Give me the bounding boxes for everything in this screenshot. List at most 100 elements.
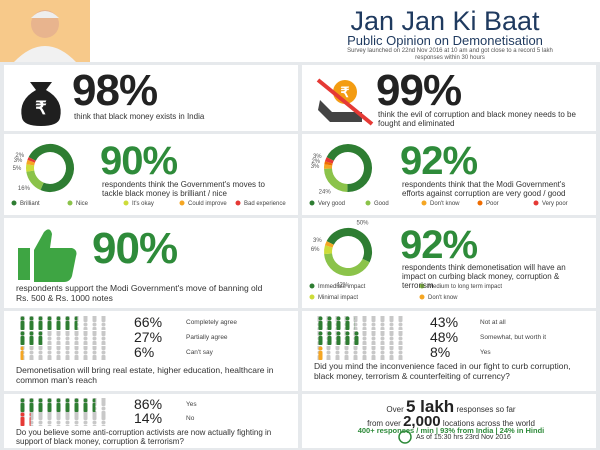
segment-label: 6% (311, 247, 320, 253)
money-bag-icon (21, 82, 61, 126)
donut-headline: 90% (100, 139, 178, 183)
donut-segment (326, 144, 372, 192)
legend-label: Medium to long term impact (428, 284, 502, 290)
stat-text: think that black money exists in India (74, 112, 205, 121)
poll-percent: 27% (134, 329, 163, 345)
donut-segment (324, 241, 334, 248)
rupee-icon: ₹ (341, 84, 350, 100)
panel (302, 394, 596, 448)
legend-dot (309, 294, 315, 300)
donut-text: respondents think demonetisation will ha… (402, 263, 566, 291)
donut-segment (324, 245, 333, 255)
donut-segment (324, 157, 334, 164)
poll-question: Demonetisation will bring real estate, h… (16, 365, 274, 385)
legend-label: Could improve (188, 201, 227, 207)
poll-option: Yes (186, 401, 197, 408)
poll-option: Partially agree (186, 334, 228, 341)
donut-segment (26, 170, 44, 191)
people-icons (316, 316, 355, 330)
app-icon (398, 430, 412, 444)
stat-value: 99% (376, 66, 462, 115)
support-value: 90% (92, 224, 178, 273)
donut-segment (27, 157, 36, 163)
legend-label: Bad experience (244, 201, 286, 207)
legend-label: Minimal impact (318, 295, 358, 301)
legend-label: Very poor (542, 201, 568, 207)
segment-label: 3% (313, 238, 322, 244)
thumbs-up-icon (18, 229, 77, 282)
photo-hair (31, 11, 59, 18)
summary-text: Over (386, 405, 404, 414)
donut-segment (324, 168, 348, 192)
poll-percent: 6% (134, 344, 155, 360)
summary-big: 5 lakh (406, 397, 455, 416)
title: Jan Jan Ki Baat (350, 6, 540, 36)
poll-percent: 86% (134, 396, 163, 412)
poll-percent: 14% (134, 410, 163, 426)
people-icons (18, 398, 96, 412)
poll-percent: 8% (430, 344, 451, 360)
poll-option: Completely agree (186, 319, 237, 326)
photo-body (14, 46, 76, 62)
hand-icon (318, 100, 362, 122)
legend-dot (67, 200, 73, 206)
segment-label: 16% (18, 186, 31, 192)
legend-dot (477, 200, 483, 206)
people-icons-bg (316, 346, 406, 360)
donut-text: respondents think that the Modi Governme… (402, 180, 566, 199)
people-icons (18, 412, 31, 426)
people-icons (18, 316, 78, 330)
legend-label: Brilliant (20, 201, 40, 207)
summary-text: responses so far (456, 405, 516, 414)
segment-label: 50% (357, 220, 370, 226)
summary-text: from over (367, 419, 401, 428)
people-icons (18, 346, 24, 360)
strike-icon (316, 78, 374, 126)
people-icons (18, 331, 43, 345)
legend-label: It's okay (132, 201, 154, 207)
header-panel (0, 0, 600, 62)
summary-footer: As of 15:30 hrs 23rd Nov 2016 (416, 434, 511, 441)
rupee-icon: ₹ (35, 98, 47, 118)
legend-dot (179, 200, 185, 206)
donut-segment (324, 253, 370, 276)
donut-headline: 92% (400, 139, 478, 183)
legend-dot (235, 200, 241, 206)
summary-big: 2,000 (403, 413, 441, 430)
poll-option: Not at all (480, 319, 506, 326)
poll-percent: 43% (430, 314, 459, 330)
legend-dot (123, 200, 129, 206)
legend-dot (419, 283, 425, 289)
legend-dot (309, 283, 315, 289)
poll-question: Did you mind the inconvenience faced in … (314, 361, 571, 381)
segment-label: 2% (15, 153, 24, 159)
summary-text: locations across the world (442, 419, 535, 428)
people-icons (316, 346, 324, 360)
legend-dot (309, 200, 315, 206)
support-text: respondents support the Modi Government'… (16, 283, 263, 303)
segment-label: 3% (313, 154, 322, 160)
poll-option: Yes (480, 349, 491, 356)
subtitle: Public Opinion on Demonetisation (347, 33, 543, 48)
poll-percent: 48% (430, 329, 459, 345)
segment-label: 5% (13, 166, 22, 172)
segment-label: 42% (336, 282, 349, 288)
segment-label: 3% (14, 158, 23, 164)
legend-dot (11, 200, 17, 206)
segment-label: 3% (311, 164, 320, 170)
donut-segment (28, 144, 74, 192)
legend-dot (421, 200, 427, 206)
legend-label: Nice (76, 201, 89, 207)
legend-label: Immediate impact (318, 284, 366, 290)
legend-label: Don't know (428, 295, 458, 301)
legend-label: Poor (486, 201, 499, 207)
summary-line: from over 2,000 locations across the wor… (306, 413, 596, 430)
poll-question: Do you believe some anti-corruption acti… (16, 428, 272, 447)
donut-segment (326, 228, 372, 263)
poll-option: Can't say (186, 349, 213, 356)
donut-segment (26, 159, 35, 166)
stat-value: 98% (72, 66, 158, 115)
donut-segment (324, 161, 333, 166)
legend-label: Don't know (430, 201, 460, 207)
